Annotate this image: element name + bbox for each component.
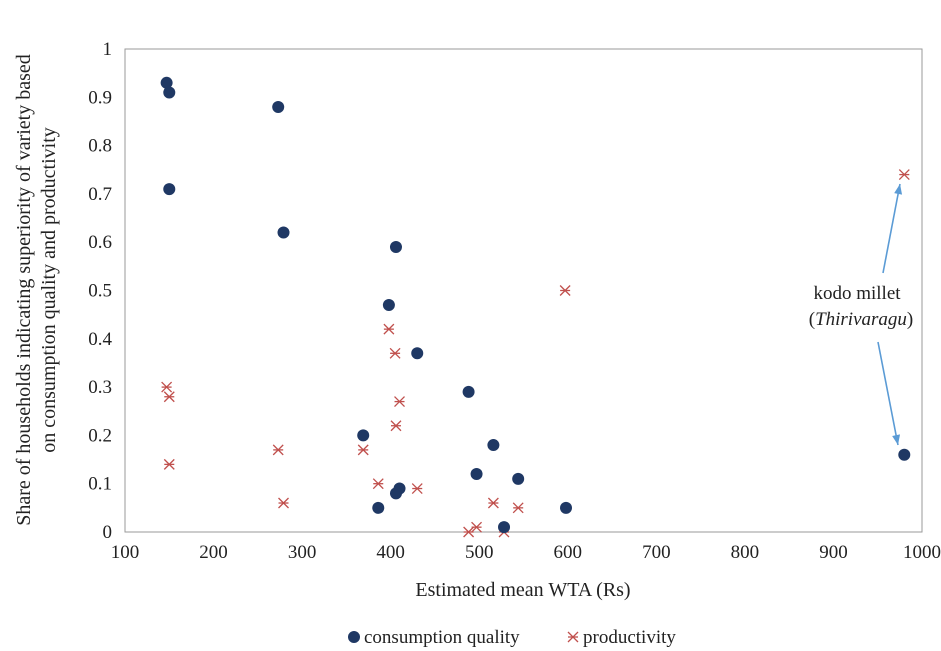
x-tick-label: 800 [731, 542, 760, 563]
productivity-point [389, 347, 401, 359]
y-axis-title: Share of households indicating superiori… [13, 54, 60, 526]
annotation-line-2: (Thirivaragu) [809, 309, 914, 330]
consumption-quality-point [272, 100, 285, 113]
productivity-point [272, 444, 284, 456]
legend-marker-consumption-quality [348, 631, 360, 643]
consumption-quality-point [277, 226, 290, 239]
annotation-arrowhead-down [892, 434, 901, 445]
x-axis-title: Estimated mean WTA (Rs) [415, 579, 630, 601]
x-tick-label: 300 [288, 542, 317, 563]
productivity-point [383, 323, 395, 335]
consumption-quality-point [382, 298, 395, 311]
consumption-quality-point [163, 183, 176, 196]
productivity-point [390, 420, 402, 432]
y-axis-title-line-2: on consumption quality and productivity [38, 127, 60, 453]
productivity-point [161, 381, 173, 393]
legend-marker-productivity [567, 631, 579, 643]
productivity-point [487, 497, 499, 509]
consumption-quality-point [487, 439, 500, 452]
y-tick-label: 0.2 [88, 425, 112, 446]
annotation-arrow-down [877, 341, 899, 446]
x-tick-label: 600 [554, 542, 583, 563]
x-tick-label: 900 [819, 542, 848, 563]
productivity-point [898, 169, 910, 181]
consumption-quality-point [462, 385, 475, 398]
legend-asterisk-shape [567, 631, 579, 643]
plot-area [124, 48, 923, 533]
consumption-quality-point [498, 521, 511, 534]
x-tick-label: 200 [199, 542, 228, 563]
productivity-point [163, 391, 175, 403]
y-tick-label: 0.3 [88, 377, 112, 398]
consumption-quality-point [163, 86, 176, 99]
y-tick-label: 0.1 [88, 474, 112, 495]
y-tick-label: 1 [103, 39, 113, 60]
consumption-quality-point [357, 429, 370, 442]
x-tick-label: 400 [376, 542, 405, 563]
productivity-point [163, 458, 175, 470]
y-tick-label: 0.8 [88, 136, 112, 157]
consumption-quality-point [411, 347, 424, 360]
y-axis-title-line-1: Share of households indicating superiori… [13, 54, 35, 526]
x-tick-label: 1000 [903, 542, 941, 563]
x-tick-labels: 100 200 300 400 500 600 700 800 900 1000 [111, 542, 941, 563]
x-tick-label: 700 [642, 542, 671, 563]
legend-label-consumption-quality: consumption quality [364, 627, 520, 648]
y-tick-label: 0.5 [88, 281, 112, 302]
y-tick-label: 0.4 [88, 329, 112, 350]
y-tick-label: 0.6 [88, 232, 112, 253]
y-tick-labels: 0 0.1 0.2 0.3 0.4 0.5 0.6 0.7 0.8 0.9 1 [88, 39, 112, 543]
y-tick-label: 0.7 [88, 184, 112, 205]
consumption-quality-point [470, 468, 483, 481]
y-tick-label: 0 [103, 522, 113, 543]
annotation-arrow-up [882, 183, 901, 274]
legend-label-productivity: productivity [583, 627, 676, 648]
annotation-arrowhead-up [894, 184, 903, 195]
annotation: kodo millet (Thirivaragu) [809, 183, 914, 446]
consumption-quality-point [898, 448, 911, 461]
productivity-point [394, 396, 405, 408]
productivity-point [372, 478, 384, 490]
consumption-quality-point [389, 487, 402, 500]
productivity-point [411, 483, 423, 494]
consumption-quality-point [560, 501, 573, 514]
productivity-point [357, 444, 369, 456]
x-tick-label: 100 [111, 542, 140, 563]
consumption-quality-point [160, 76, 173, 89]
productivity-point [278, 497, 289, 509]
data-marks [160, 76, 911, 538]
consumption-quality-point [389, 241, 402, 254]
consumption-quality-point [372, 501, 385, 514]
productivity-point [463, 526, 475, 538]
productivity-point [512, 502, 524, 514]
productivity-point [559, 285, 571, 296]
legend: consumption quality productivity [348, 627, 676, 648]
consumption-quality-point [512, 472, 525, 485]
annotation-line-1: kodo millet [813, 283, 901, 304]
y-tick-label: 0.9 [88, 87, 112, 108]
x-tick-label: 500 [465, 542, 494, 563]
